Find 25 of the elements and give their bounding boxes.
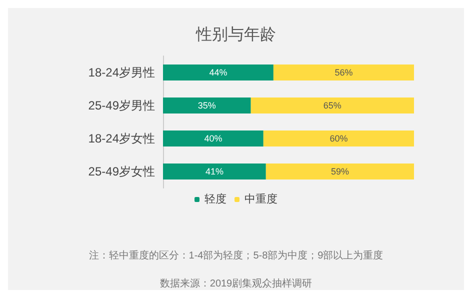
data-label: 41%	[205, 166, 224, 176]
bar	[163, 64, 274, 80]
y-tick-label: 25-49岁女性	[88, 164, 155, 178]
y-tick-label: 25-49岁男性	[88, 98, 155, 112]
bar	[263, 130, 414, 146]
legend-label: 中重度	[244, 192, 278, 206]
data-label: 59%	[330, 166, 349, 176]
data-label: 65%	[323, 100, 342, 110]
source-note: 数据来源：2019剧集观众抽样调研	[160, 278, 312, 290]
data-label: 40%	[204, 134, 222, 144]
data-label: 56%	[334, 68, 353, 78]
data-label: 60%	[330, 134, 348, 144]
bar	[163, 130, 264, 146]
y-tick-label: 18-24岁男性	[88, 66, 155, 80]
bar	[163, 164, 266, 180]
text: 注：轻中重度的区分：1-4部为轻度；5-8部为中度；9部以上为重度	[88, 250, 384, 262]
data-label: 35%	[198, 100, 216, 110]
legend-label: 轻度	[204, 192, 226, 206]
bar	[273, 64, 414, 80]
bar	[163, 98, 251, 114]
bar	[250, 98, 414, 114]
data-label: 44%	[209, 68, 228, 78]
chart-title: 性别与年龄	[195, 26, 276, 44]
y-tick-label: 18-24岁女性	[88, 132, 155, 146]
bar	[266, 164, 414, 180]
